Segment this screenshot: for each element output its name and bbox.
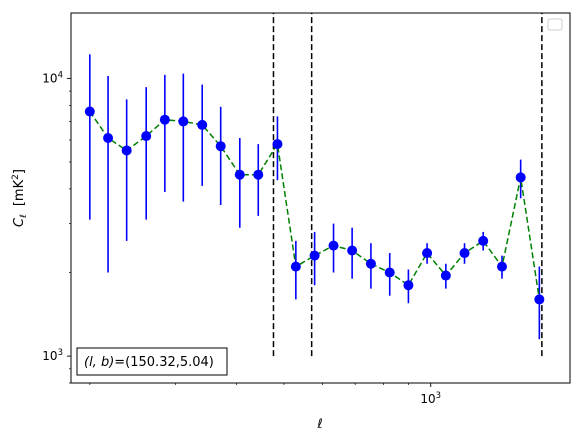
point-1-6: [197, 119, 208, 130]
annotation-box: (l, b)=(150.32,5.04): [76, 347, 228, 376]
y-tick-label-1: 104: [42, 70, 63, 85]
point-1-23: [515, 172, 526, 183]
point-1-12: [309, 250, 320, 261]
x-axis-ticks: 103: [89, 383, 441, 406]
y-tick-label-base-0: 10: [42, 349, 57, 363]
y-tick-label-exp-1: 4: [58, 70, 63, 80]
annotation-frame: [76, 347, 228, 376]
point-1-16: [384, 267, 395, 278]
y-tick-label-0: 103: [42, 348, 63, 363]
y-axis-label-unit: [mK: [12, 179, 27, 206]
y-axis-label-unit-sup: 2: [11, 174, 21, 180]
point-1-18: [422, 248, 433, 259]
point-1-17: [403, 280, 414, 291]
series-1: [84, 54, 545, 340]
x-tick-label-base-0: 10: [420, 392, 435, 406]
point-1-21: [478, 235, 489, 246]
y-axis-label-main: C: [12, 217, 27, 227]
x-axis-label: ℓ: [316, 417, 322, 432]
point-1-22: [496, 261, 507, 272]
point-1-1: [103, 133, 114, 144]
series-layer: [84, 54, 545, 340]
point-1-24: [534, 294, 545, 305]
annotation-lhs: (l, b): [84, 355, 114, 370]
y-axis-label: Cℓ [mK2]: [11, 169, 29, 227]
annotation-text: (l, b)=(150.32,5.04): [84, 355, 214, 370]
x-tick-label-0: 103: [420, 391, 441, 406]
point-1-5: [178, 116, 189, 127]
point-1-9: [253, 169, 264, 180]
y-axis-label-sub: ℓ: [19, 214, 29, 219]
y-axis-label-unit-end: ]: [12, 169, 27, 174]
point-1-0: [84, 106, 95, 117]
y-tick-label-base-1: 10: [42, 71, 57, 85]
point-1-19: [440, 270, 451, 281]
y-axis-ticks: 103104105106: [42, 70, 71, 384]
plot-area: [71, 13, 570, 383]
point-1-15: [365, 258, 376, 269]
point-1-3: [141, 131, 152, 142]
point-1-8: [234, 169, 245, 180]
point-1-11: [290, 261, 301, 272]
point-1-20: [459, 248, 470, 259]
x-tick-label-exp-0: 3: [436, 391, 441, 401]
point-1-10: [272, 139, 283, 150]
point-1-7: [215, 141, 226, 152]
point-1-4: [159, 114, 170, 125]
legend-box: [547, 18, 563, 31]
point-1-14: [347, 245, 358, 256]
y-tick-label-exp-0: 3: [58, 348, 63, 358]
annotation-rhs: =(150.32,5.04): [114, 355, 214, 370]
point-1-2: [121, 145, 132, 156]
point-1-13: [328, 240, 339, 251]
plot-frame: [70, 12, 571, 384]
vertical-lines: [272, 13, 543, 357]
